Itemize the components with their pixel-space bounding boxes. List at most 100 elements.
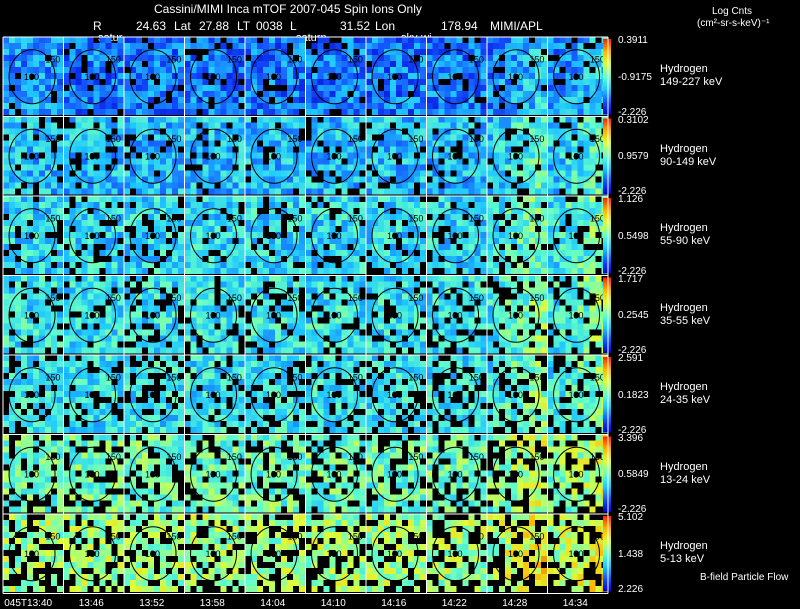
- heatmap-pixel: [51, 367, 57, 373]
- heatmap-pixel: [559, 214, 566, 220]
- heatmap-pixel: [39, 299, 45, 306]
- heatmap-pixel: [208, 220, 215, 226]
- heatmap-pixel: [75, 299, 82, 306]
- heatmap-pixel: [51, 122, 57, 129]
- heatmap-pixel: [378, 91, 384, 97]
- heatmap-pixel: [323, 61, 330, 67]
- heatmap-pixel: [311, 335, 318, 342]
- heatmap-pixel: [487, 73, 493, 79]
- heatmap-pixel: [208, 37, 215, 43]
- heatmap-pixel: [251, 250, 257, 256]
- heatmap-pixel: [87, 379, 94, 385]
- heatmap-pixel: [226, 109, 233, 115]
- flow-direction-marker: [513, 312, 520, 319]
- heatmap-pixel: [196, 37, 203, 43]
- heatmap-pixel: [196, 103, 203, 109]
- heatmap-pixel: [105, 379, 112, 385]
- heatmap-pixel: [571, 49, 578, 55]
- heatmap-pixel: [505, 140, 511, 147]
- heatmap-pixel: [341, 170, 348, 177]
- heatmap-pixel: [553, 43, 560, 49]
- heatmap-pixel: [553, 268, 560, 274]
- heatmap-pixel: [214, 244, 221, 250]
- heatmap-pixel: [33, 311, 39, 318]
- heatmap-pixel: [148, 427, 154, 433]
- heatmap-pixel: [505, 158, 511, 165]
- heatmap-pixel: [208, 317, 215, 324]
- heatmap-pixel: [384, 196, 390, 202]
- heatmap-pixel: [462, 67, 469, 73]
- heatmap-pixel: [511, 323, 517, 330]
- heatmap-pixel: [220, 293, 227, 300]
- heatmap-pixel: [33, 262, 39, 268]
- heatmap-pixel: [99, 415, 106, 421]
- heatmap-pixel: [190, 103, 197, 109]
- heatmap-pixel: [208, 256, 215, 262]
- heatmap-pixel: [105, 208, 112, 214]
- heatmap-pixel: [3, 146, 9, 153]
- heatmap-pixel: [323, 85, 330, 91]
- heatmap-pixel: [420, 170, 426, 177]
- heatmap-pixel: [178, 49, 184, 55]
- heatmap-pixel: [238, 250, 245, 256]
- heatmap-pixel: [408, 37, 414, 43]
- heatmap-pixel: [9, 317, 15, 324]
- heatmap-pixel: [220, 158, 227, 165]
- heatmap-pixel: [299, 61, 305, 67]
- heatmap-pixel: [583, 347, 590, 354]
- heatmap-pixel: [21, 73, 27, 79]
- heatmap-pixel: [456, 214, 463, 220]
- heatmap-pixel: [396, 128, 402, 135]
- heatmap-pixel: [396, 73, 402, 79]
- heatmap-pixel: [414, 238, 420, 244]
- heatmap-pixel: [378, 152, 384, 159]
- heatmap-pixel: [245, 244, 251, 250]
- heatmap-pixel: [378, 299, 384, 306]
- heatmap-pixel: [69, 287, 76, 294]
- heatmap-pixel: [21, 49, 27, 55]
- heatmap-pixel: [111, 170, 118, 177]
- heatmap-pixel: [57, 275, 63, 282]
- heatmap-pixel: [547, 109, 554, 115]
- heatmap-pixel: [130, 49, 136, 55]
- contour-label: 150: [348, 213, 363, 223]
- heatmap-pixel: [172, 122, 178, 129]
- heatmap-pixel: [124, 85, 130, 91]
- heatmap-pixel: [535, 220, 541, 226]
- heatmap-pixel: [142, 232, 148, 238]
- heatmap-pixel: [214, 188, 221, 195]
- heatmap-pixel: [444, 176, 451, 183]
- heatmap-pixel: [293, 329, 299, 336]
- heatmap-pixel: [571, 79, 578, 85]
- heatmap-pixel: [329, 176, 336, 183]
- heatmap-pixel: [553, 109, 560, 115]
- heatmap-pixel: [130, 73, 136, 79]
- heatmap-pixel: [293, 61, 299, 67]
- heatmap-pixel: [124, 287, 130, 294]
- heatmap-pixel: [414, 256, 420, 262]
- heatmap-pixel: [487, 305, 493, 312]
- heatmap-pixel: [87, 403, 94, 409]
- heatmap-pixel: [583, 103, 590, 109]
- heatmap-pixel: [214, 158, 221, 165]
- heatmap-pixel: [305, 79, 312, 85]
- heatmap-pixel: [565, 37, 572, 43]
- heatmap-pixel: [178, 299, 184, 306]
- heatmap-pixel: [499, 305, 505, 312]
- heatmap-pixel: [281, 79, 287, 85]
- heatmap-pixel: [372, 287, 378, 294]
- heatmap-pixel: [251, 317, 257, 324]
- heatmap-pixel: [214, 97, 221, 103]
- heatmap-pixel: [148, 164, 154, 171]
- heatmap-pixel: [571, 335, 578, 342]
- heatmap-pixel: [299, 55, 305, 61]
- heatmap-pixel: [51, 55, 57, 61]
- heatmap-pixel: [3, 415, 9, 421]
- heatmap-pixel: [347, 311, 354, 318]
- heatmap-pixel: [341, 140, 348, 147]
- heatmap-pixel: [589, 122, 596, 129]
- heatmap-pixel: [148, 415, 154, 421]
- heatmap-pixel: [384, 232, 390, 238]
- heatmap-pixel: [226, 341, 233, 348]
- heatmap-pixel: [329, 85, 336, 91]
